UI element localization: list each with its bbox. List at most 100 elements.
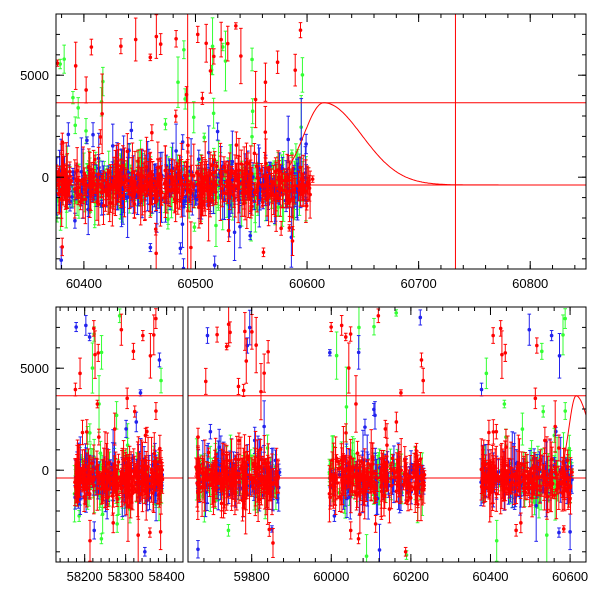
data-point xyxy=(66,189,70,194)
data-point xyxy=(154,34,159,39)
data-point xyxy=(298,28,303,32)
data-point xyxy=(73,123,78,128)
data-point xyxy=(202,135,207,140)
data-point xyxy=(268,191,273,196)
data-point xyxy=(292,187,297,192)
data-point xyxy=(84,88,88,92)
data-point xyxy=(206,191,210,195)
data-point xyxy=(135,172,140,176)
data-point xyxy=(250,57,254,62)
data-point xyxy=(166,217,170,222)
data-point xyxy=(267,168,271,173)
data-point xyxy=(301,185,305,190)
data-point xyxy=(56,61,60,65)
data-point xyxy=(253,97,258,102)
data-point xyxy=(164,188,169,192)
top-model-overlay xyxy=(56,14,586,269)
data-point xyxy=(81,197,85,202)
data-point xyxy=(200,206,204,211)
data-point xyxy=(118,175,123,179)
data-point xyxy=(159,378,163,383)
data-point xyxy=(180,190,185,195)
data-point xyxy=(224,169,228,174)
data-point xyxy=(59,258,64,262)
data-point xyxy=(273,169,278,174)
data-point xyxy=(149,194,154,198)
data-point xyxy=(200,96,205,101)
data-point xyxy=(148,55,153,60)
top-chart-panel: 60400 60500 60600 60700 60800 0 5000 xyxy=(20,13,587,291)
data-point xyxy=(206,203,211,208)
y-tick-label: 5000 xyxy=(20,68,49,83)
data-point xyxy=(114,413,119,418)
data-point xyxy=(148,245,153,250)
data-point xyxy=(234,24,238,28)
data-point xyxy=(181,266,186,269)
data-point xyxy=(119,44,123,49)
data-point xyxy=(261,193,265,198)
data-point xyxy=(174,36,178,41)
data-point xyxy=(300,73,305,77)
x-tick-label: 60400 xyxy=(66,276,102,291)
data-point xyxy=(252,151,257,156)
data-point xyxy=(225,41,230,46)
data-point xyxy=(60,173,64,178)
data-point xyxy=(250,109,255,114)
data-point xyxy=(73,64,78,68)
data-point xyxy=(64,173,69,178)
data-point xyxy=(133,37,138,42)
top-axis-ticks: 60400 60500 60600 60700 60800 0 5000 xyxy=(20,13,586,291)
data-point xyxy=(260,184,265,189)
data-point xyxy=(228,174,232,178)
data-point xyxy=(73,218,77,223)
data-point xyxy=(275,60,280,65)
data-point xyxy=(132,180,137,185)
data-point xyxy=(212,181,216,185)
data-point xyxy=(304,189,308,193)
data-point xyxy=(178,246,183,251)
data-point xyxy=(208,69,213,73)
data-point xyxy=(127,192,132,197)
data-point xyxy=(96,202,101,206)
data-point xyxy=(286,137,291,142)
data-point xyxy=(61,192,66,197)
data-point xyxy=(214,223,218,228)
data-point xyxy=(261,250,266,255)
data-point xyxy=(158,42,163,46)
data-point xyxy=(56,169,61,174)
data-point xyxy=(307,186,312,191)
data-point xyxy=(211,111,216,116)
data-point xyxy=(232,230,237,235)
data-point xyxy=(204,174,209,178)
data-point xyxy=(100,512,105,517)
data-point xyxy=(100,111,104,116)
data-point xyxy=(304,204,309,208)
data-point xyxy=(189,172,194,177)
data-point xyxy=(256,180,261,185)
data-point xyxy=(285,178,289,183)
data-point xyxy=(129,128,134,133)
data-point xyxy=(210,163,215,168)
data-point xyxy=(76,106,80,110)
data-point xyxy=(110,144,115,148)
data-point xyxy=(66,132,71,137)
bottom-left-data-points xyxy=(72,308,165,562)
x-tick-label: 60700 xyxy=(401,276,437,291)
data-point xyxy=(159,174,163,179)
data-point xyxy=(226,228,231,233)
data-point xyxy=(243,174,248,178)
data-point xyxy=(283,188,288,193)
data-point xyxy=(136,159,140,163)
data-point xyxy=(154,251,158,256)
data-point xyxy=(264,161,268,166)
data-point xyxy=(237,168,241,173)
data-point xyxy=(287,226,292,230)
data-point xyxy=(115,522,119,526)
data-point xyxy=(174,114,178,118)
data-point xyxy=(169,189,174,193)
data-point xyxy=(248,233,253,238)
data-point xyxy=(104,192,109,197)
data-point xyxy=(263,130,268,134)
bottom-chart-panel: 58200 58300 58400 59800 60000 60200 60400 60600… xyxy=(20,306,588,584)
data-point xyxy=(84,129,88,133)
